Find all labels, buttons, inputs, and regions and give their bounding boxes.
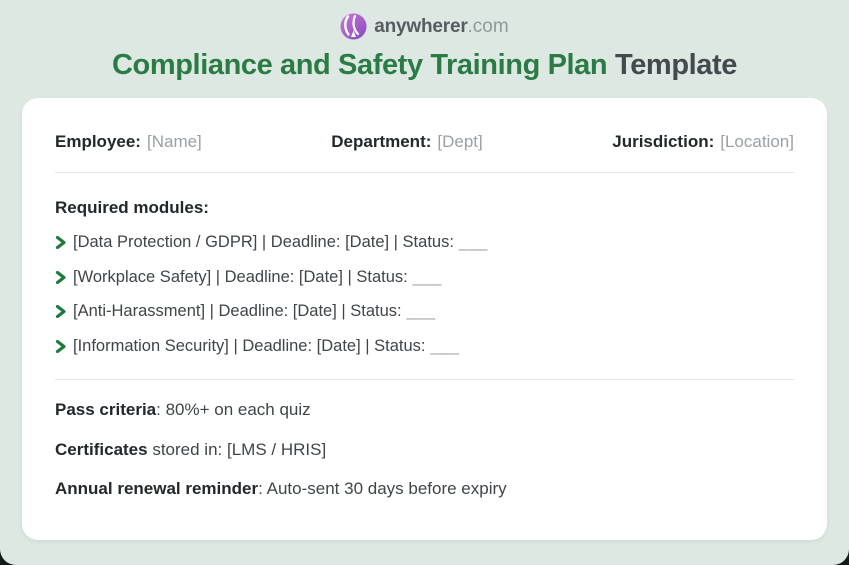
pass-criteria-line: Pass criteria: 80%+ on each quiz	[55, 400, 794, 420]
module-text: [Anti-Harassment] | Deadline: [Date] | S…	[73, 302, 402, 320]
brand-text: anywherer.com	[374, 13, 508, 40]
field-department-value: [Dept]	[437, 132, 483, 151]
module-item-text: [Information Security] | Deadline: [Date…	[73, 337, 460, 357]
pass-criteria-label: Pass criteria	[55, 400, 157, 419]
module-text: [Information Security] | Deadline: [Date…	[73, 336, 426, 355]
brand-name: anywherer	[374, 16, 468, 37]
annual-renewal-value: : Auto-sent 30 days before expiry	[258, 479, 507, 498]
annual-renewal-label: Annual renewal reminder	[55, 479, 259, 498]
field-employee: Employee: [Name]	[55, 132, 202, 152]
module-item-text: [Data Protection / GDPR] | Deadline: [Da…	[73, 233, 488, 253]
annual-renewal-line: Annual renewal reminder: Auto-sent 30 da…	[55, 479, 794, 499]
module-item-anti-harassment: [Anti-Harassment] | Deadline: [Date] | S…	[55, 302, 794, 322]
certificates-label: Certificates	[55, 439, 148, 459]
page-title-main: Compliance and Safety Training Plan	[111, 49, 608, 81]
module-item-text: [Workplace Safety] | Deadline: [Date] | …	[73, 268, 442, 288]
brand-globe-icon	[340, 13, 367, 40]
page-title-suffix: Template	[615, 49, 738, 81]
template-card: Employee: [Name] Department: [Dept] Jurisd…	[22, 98, 827, 540]
field-department-label: Department:	[331, 132, 432, 151]
module-item-information-security: [Information Security] | Deadline: [Date…	[55, 337, 794, 357]
chevron-right-icon	[55, 339, 66, 353]
field-employee-value: [Name]	[146, 132, 202, 151]
module-status-blank: ___	[406, 302, 436, 320]
module-status-blank: ___	[430, 336, 460, 355]
page-title: Compliance and Safety Training Plan Templ…	[0, 49, 849, 82]
module-item-data-protection: [Data Protection / GDPR] | Deadline: [Da…	[55, 233, 794, 253]
module-text: [Workplace Safety] | Deadline: [Date] | …	[73, 267, 408, 286]
field-department: Department: [Dept]	[331, 132, 482, 152]
chevron-right-icon	[55, 236, 66, 250]
certificates-line: Certificates stored in: [LMS / HRIS]	[55, 440, 794, 460]
chevron-right-icon	[55, 305, 66, 319]
site-logo[interactable]: anywherer.com	[0, 0, 849, 40]
module-status-blank: ___	[412, 267, 442, 286]
divider-top	[55, 172, 794, 173]
pass-criteria-value: : 80%+ on each quiz	[156, 400, 311, 419]
module-item-text: [Anti-Harassment] | Deadline: [Date] | S…	[73, 302, 436, 322]
field-jurisdiction: Jurisdiction: [Location]	[612, 132, 794, 152]
field-jurisdiction-value: [Location]	[720, 132, 794, 151]
field-employee-label: Employee:	[55, 132, 141, 151]
divider-bottom	[55, 379, 794, 380]
certificates-value: stored in: [LMS / HRIS]	[147, 439, 327, 459]
module-item-workplace-safety: [Workplace Safety] | Deadline: [Date] | …	[55, 268, 794, 288]
module-status-blank: ___	[458, 233, 488, 251]
module-text: [Data Protection / GDPR] | Deadline: [Da…	[73, 233, 454, 251]
modules-heading: Required modules:	[55, 198, 209, 217]
header-fields-row: Employee: [Name] Department: [Dept] Jurisd…	[55, 132, 794, 152]
brand-tld: .com	[467, 16, 509, 37]
chevron-right-icon	[55, 270, 66, 284]
field-jurisdiction-label: Jurisdiction:	[612, 132, 715, 151]
